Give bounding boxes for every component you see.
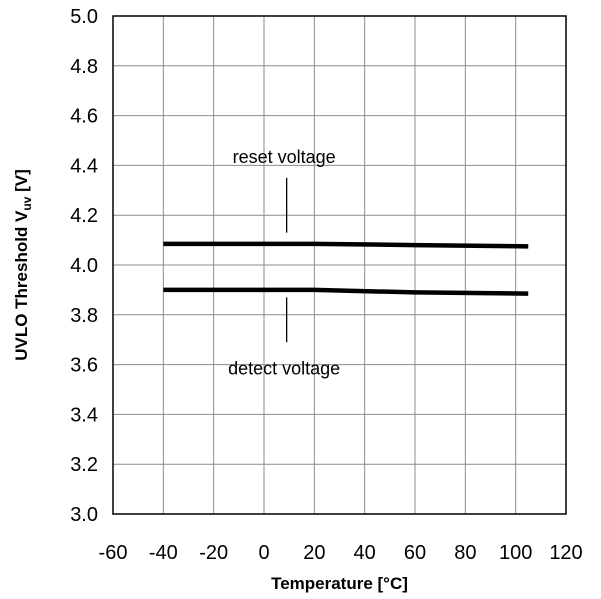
y-tick-label: 4.6 <box>70 106 98 128</box>
series-line-reset-voltage <box>163 241 529 249</box>
y-tick-label: 3.4 <box>70 404 98 426</box>
series-line-detect-voltage <box>163 287 529 296</box>
x-tick-label: 80 <box>454 542 476 564</box>
y-tick-label: 3.2 <box>70 454 98 476</box>
y-axis-title-subscript: uv <box>20 196 34 210</box>
y-axis-title: UVLO Threshold Vuv [V] <box>12 169 34 361</box>
y-axis-title-main: UVLO Threshold V <box>12 210 31 361</box>
x-tick-label: -60 <box>99 542 128 564</box>
x-tick-label: 40 <box>354 542 376 564</box>
y-tick-label: 4.0 <box>70 255 98 277</box>
x-tick-label: 120 <box>549 542 582 564</box>
annotations: reset voltage detect voltage <box>228 147 340 379</box>
x-tick-label: -20 <box>199 542 228 564</box>
x-tick-label: 60 <box>404 542 426 564</box>
x-tick-labels: -60 -40 -20 0 20 40 60 80 100 120 <box>99 542 583 564</box>
plot-frame <box>112 15 567 515</box>
y-tick-label: 3.8 <box>70 305 98 327</box>
detect-voltage-label: detect voltage <box>228 359 340 379</box>
x-tick-label: 20 <box>303 542 325 564</box>
grid-lines <box>112 15 567 515</box>
y-tick-label: 3.6 <box>70 355 98 377</box>
x-axis-title: Temperature [°C] <box>271 574 408 593</box>
y-axis-title-unit: [V] <box>12 169 31 196</box>
reset-voltage-label: reset voltage <box>233 147 336 167</box>
x-tick-label: 0 <box>258 542 269 564</box>
x-tick-label: 100 <box>499 542 532 564</box>
y-tick-label: 5.0 <box>70 6 98 28</box>
y-tick-label: 4.4 <box>70 155 98 177</box>
y-tick-labels: 3.0 3.2 3.4 3.6 3.8 4.0 4.2 4.4 4.6 4.8 5.0 <box>70 6 98 526</box>
y-tick-label: 4.2 <box>70 205 98 227</box>
y-tick-label: 4.8 <box>70 56 98 78</box>
y-tick-label: 3.0 <box>70 504 98 526</box>
series-layer <box>163 241 529 296</box>
x-tick-label: -40 <box>149 542 178 564</box>
